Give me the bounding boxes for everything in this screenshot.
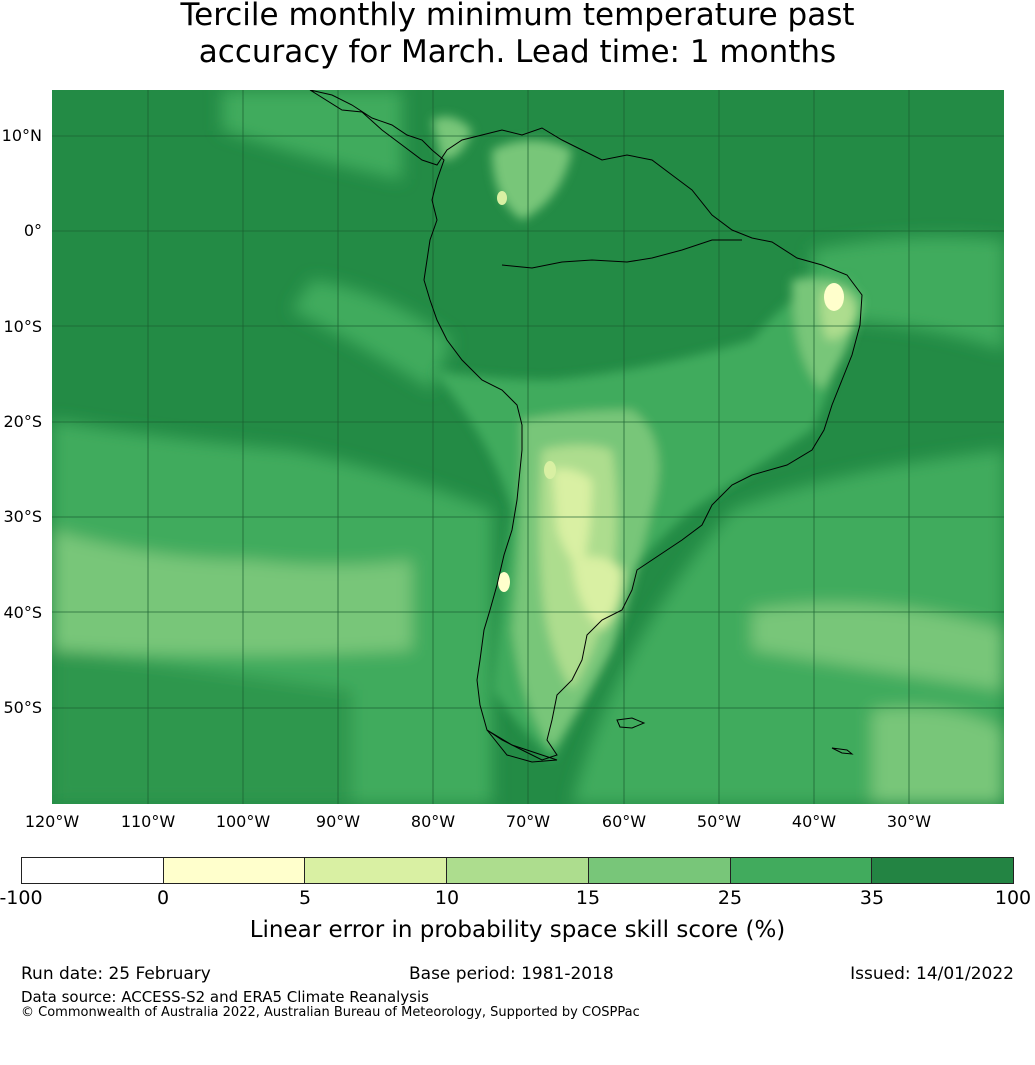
lon-label-90w: 90°W [315, 812, 361, 831]
copyright-notice: © Commonwealth of Australia 2022, Austra… [21, 1005, 640, 1020]
colorbar-tick-label: 15 [575, 887, 601, 909]
skill-score-map [52, 90, 1004, 804]
tierra-del-fuego [486, 729, 558, 763]
high-skill-hotspots [497, 191, 844, 592]
map-gridlines [52, 90, 1004, 804]
colorbar-tick-label: 5 [298, 887, 312, 909]
issued-date: Issued: 14/01/2022 [850, 964, 1014, 984]
lat-label-10n: 10°N [1, 126, 42, 145]
colorbar-tick-label: 25 [717, 887, 743, 909]
lon-label-40w: 40°W [791, 812, 837, 831]
south-america-coastline [309, 90, 863, 761]
lat-label-20s: 20°S [3, 412, 42, 431]
lon-label-100w: 100°W [215, 812, 271, 831]
colorbar-tick-label: 100 [994, 887, 1032, 909]
data-source: Data source: ACCESS-S2 and ERA5 Climate … [21, 988, 429, 1006]
base-period: Base period: 1981-2018 [409, 964, 614, 984]
colorbar-tick-label: -100 [0, 887, 43, 909]
lon-label-110w: 110°W [120, 812, 176, 831]
colorbar-segment [447, 858, 589, 883]
colorbar-segment [305, 858, 448, 883]
chart-title-line-1: Tercile monthly minimum temperature past [180, 0, 855, 33]
colorbar [21, 857, 1014, 884]
lon-label-120w: 120°W [24, 812, 80, 831]
colorbar-segment [163, 858, 306, 883]
lon-label-80w: 80°W [410, 812, 456, 831]
colorbar-segment [872, 858, 1014, 883]
south-georgia [831, 747, 854, 755]
colorbar-segment [22, 858, 164, 883]
lon-label-30w: 30°W [886, 812, 932, 831]
lon-label-70w: 70°W [505, 812, 551, 831]
colorbar-label: Linear error in probability space skill … [249, 917, 786, 943]
lon-label-60w: 60°W [601, 812, 647, 831]
lon-label-50w: 50°W [696, 812, 742, 831]
colorbar-segment [588, 858, 731, 883]
lat-label-0: 0° [23, 221, 42, 240]
lat-label-10s: 10°S [3, 317, 42, 336]
lat-label-40s: 40°S [3, 603, 42, 622]
colorbar-tick-label: 10 [434, 887, 460, 909]
chart-title-line-2: accuracy for March. Lead time: 1 months [198, 34, 837, 70]
colorbar-segment [730, 858, 873, 883]
falkland-islands [616, 717, 646, 729]
lat-label-50s: 50°S [3, 698, 42, 717]
lat-label-30s: 30°S [3, 507, 42, 526]
run-date: Run date: 25 February [21, 964, 211, 984]
colorbar-tick-label: 0 [156, 887, 170, 909]
amazon-river [501, 239, 742, 269]
colorbar-tick-label: 35 [859, 887, 885, 909]
